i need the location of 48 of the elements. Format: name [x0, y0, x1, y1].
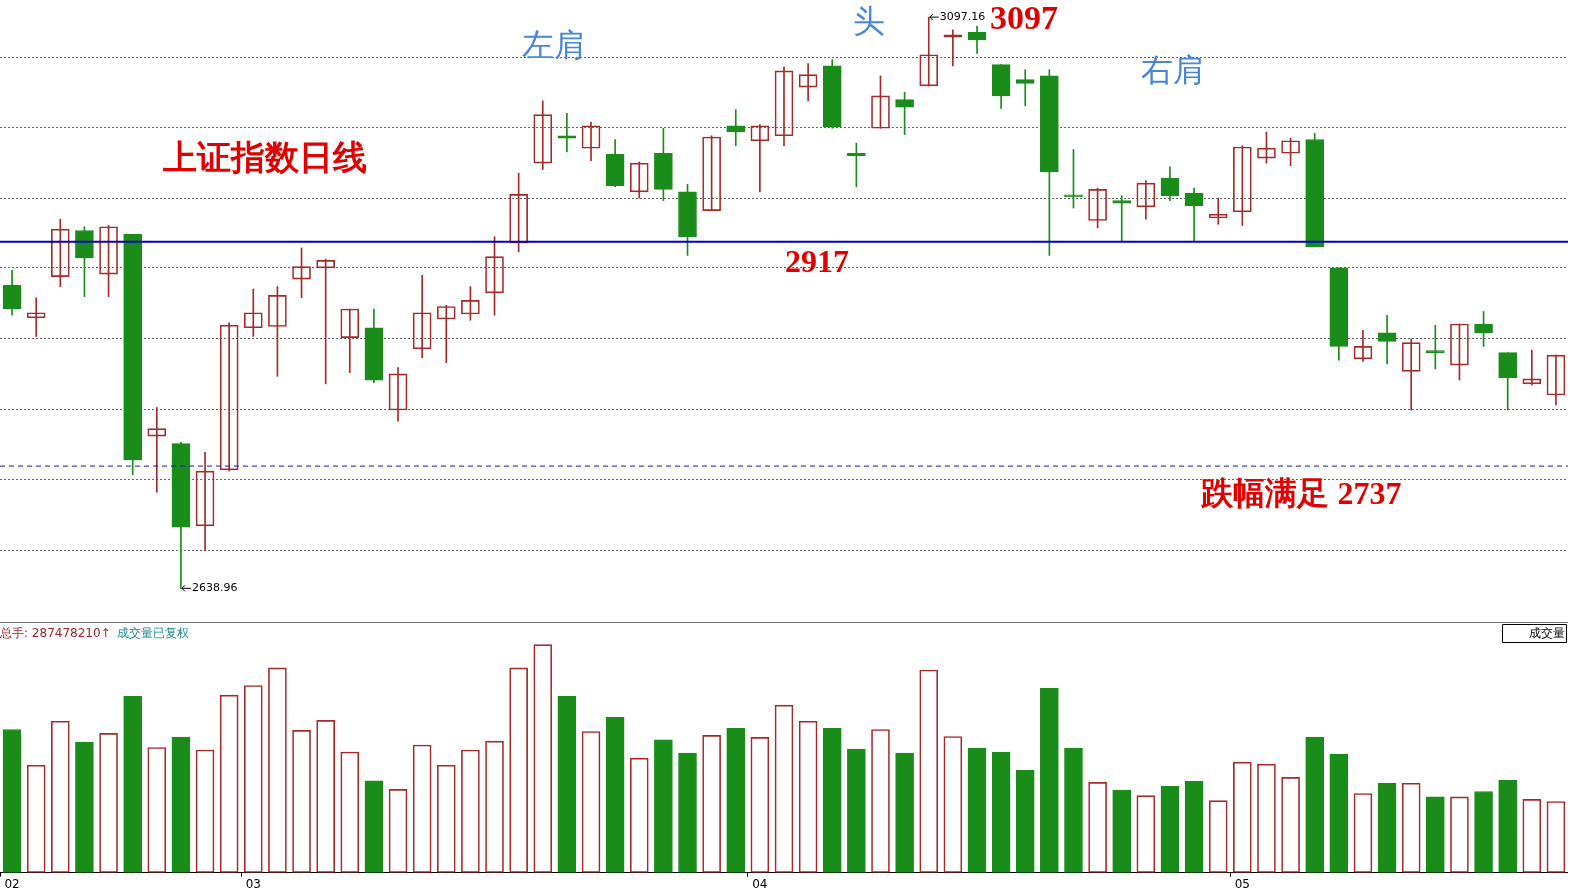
x-tick-label: 05 — [1234, 876, 1250, 891]
text: 上证指数日线 — [162, 138, 367, 176]
annotation: 头 — [852, 3, 885, 40]
bar — [123, 695, 143, 873]
annotation: 2638.96 — [191, 581, 238, 595]
bar — [1498, 779, 1518, 873]
x-tick-label: 02 — [4, 876, 20, 891]
bar — [726, 727, 746, 873]
bar — [1425, 796, 1445, 873]
bar — [1474, 791, 1493, 873]
bar — [1064, 747, 1083, 873]
bar — [1305, 736, 1325, 873]
bar — [2, 729, 22, 873]
bar — [1184, 781, 1204, 873]
x-tick-label: 03 — [245, 876, 261, 891]
bar — [1160, 786, 1180, 873]
annotation: 3097.16 — [939, 9, 986, 23]
bar — [895, 752, 914, 873]
candlestick — [1377, 314, 1397, 365]
candlestick — [726, 109, 746, 147]
bar — [1112, 789, 1132, 873]
text: 成交量 — [1529, 626, 1565, 641]
candlestick — [1425, 324, 1445, 370]
bar — [605, 717, 625, 873]
bar — [1329, 753, 1349, 873]
bar — [1040, 688, 1059, 873]
x-tick-label: 04 — [752, 876, 768, 891]
bar — [1377, 782, 1397, 873]
text: 成交量已复权 — [116, 626, 189, 641]
bar — [171, 736, 191, 873]
candlestick — [1015, 69, 1035, 107]
bar — [1015, 769, 1035, 873]
annotation: 3097 — [989, 0, 1058, 36]
bar — [75, 741, 94, 873]
bar — [822, 727, 842, 873]
bar — [654, 739, 673, 873]
bar — [364, 780, 384, 873]
candlestick — [557, 112, 577, 153]
bar — [557, 695, 577, 873]
text: 总手: 287478210↑ — [0, 626, 111, 641]
ref-line-label: 2917 — [784, 242, 849, 279]
bar — [967, 747, 987, 873]
bar — [991, 751, 1011, 873]
annotation: 右肩 — [1140, 52, 1205, 89]
bar — [678, 752, 697, 873]
annotation: 左肩 — [521, 27, 586, 64]
bar — [847, 748, 866, 873]
ref-line-label: 跌幅满足 2737 — [1200, 475, 1402, 512]
